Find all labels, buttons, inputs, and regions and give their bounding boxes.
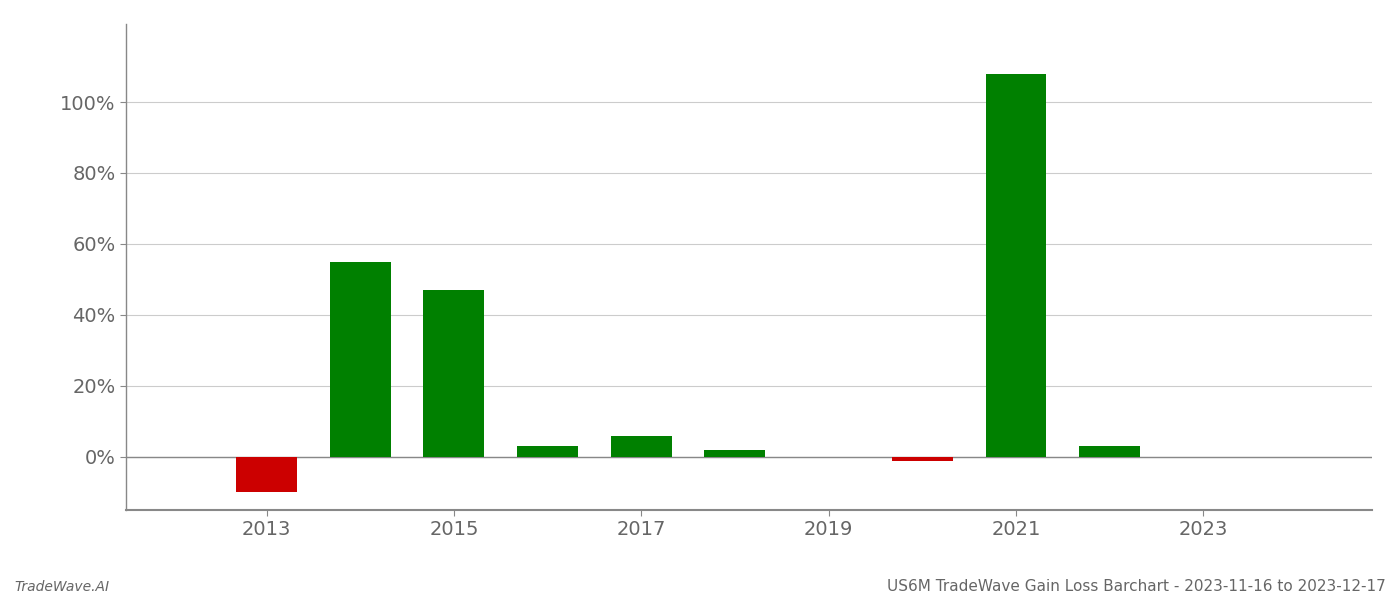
Bar xyxy=(423,290,484,457)
Bar xyxy=(892,457,953,461)
Bar xyxy=(517,446,578,457)
Bar xyxy=(610,436,672,457)
Text: US6M TradeWave Gain Loss Barchart - 2023-11-16 to 2023-12-17: US6M TradeWave Gain Loss Barchart - 2023… xyxy=(888,579,1386,594)
Bar xyxy=(1079,446,1140,457)
Bar xyxy=(986,74,1046,457)
Text: TradeWave.AI: TradeWave.AI xyxy=(14,580,109,594)
Bar xyxy=(237,457,297,492)
Bar xyxy=(704,449,766,457)
Bar xyxy=(330,262,391,457)
